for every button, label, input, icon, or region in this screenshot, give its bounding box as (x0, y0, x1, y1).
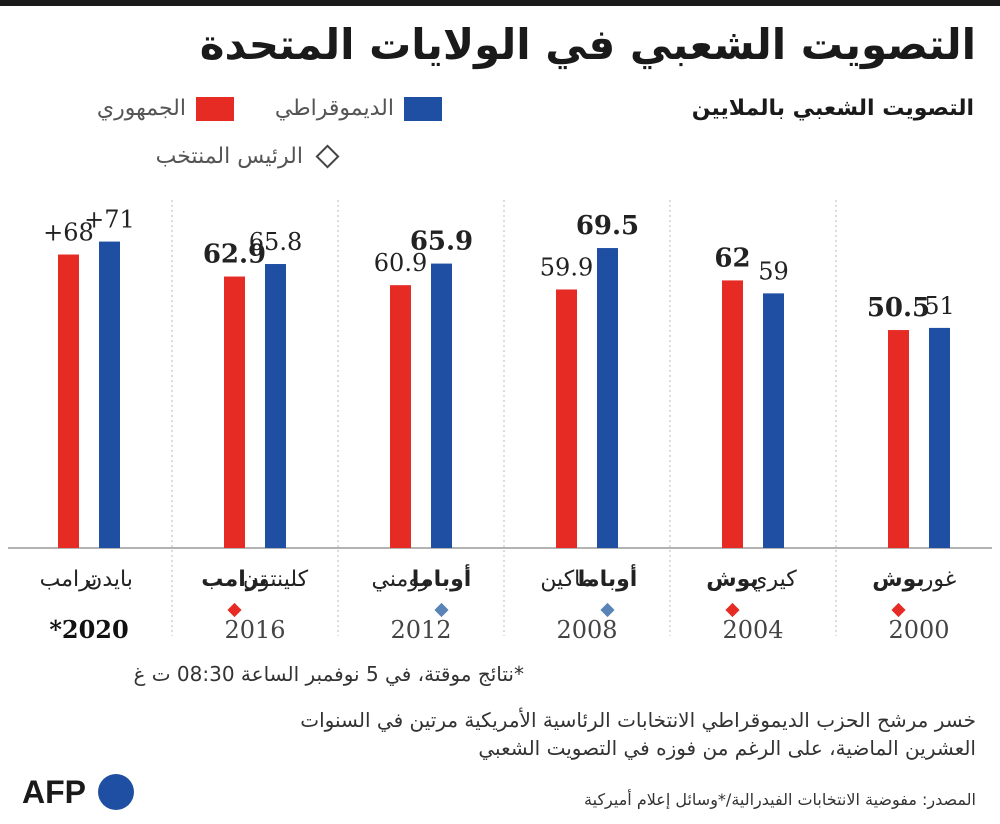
candidate-label-republican-3: رومني (371, 567, 429, 592)
bar-republican-0 (888, 330, 909, 548)
legend-winner-label: الرئيس المنتخب (155, 144, 303, 169)
candidate-label-republican-0: بوش (872, 567, 924, 592)
year-label-3: 2012 (390, 616, 451, 644)
year-label-5: 2020* (49, 615, 128, 644)
value-label-democrat-1: 59 (758, 257, 789, 285)
bar-republican-1 (722, 280, 743, 548)
value-label-democrat-0: 51 (924, 292, 955, 320)
winner-diamond-icon-2 (600, 602, 615, 618)
value-label-republican-1: 62 (714, 243, 750, 273)
bar-republican-2 (556, 289, 577, 548)
value-label-republican-0: 50.5 (867, 293, 930, 323)
candidate-label-republican-1: بوش (706, 567, 758, 592)
legend-item-democrat: الديموقراطي (275, 96, 442, 121)
diamond-icon (315, 144, 340, 169)
value-label-democrat-4: 65.8 (249, 228, 302, 256)
value-label-democrat-3: 65.9 (410, 227, 473, 257)
chart-subtitle: التصويت الشعبي بالملايين (691, 96, 974, 121)
bar-democrat-2 (597, 248, 618, 549)
value-label-republican-4: 62.9 (203, 240, 266, 270)
republican-swatch (196, 96, 234, 121)
value-label-republican-5: 68+ (43, 219, 94, 247)
year-label-1: 2004 (722, 616, 783, 644)
value-label-republican-2: 59.9 (540, 253, 593, 281)
bar-democrat-1 (763, 293, 784, 548)
afp-logo-text: AFP (22, 774, 86, 810)
bar-democrat-4 (265, 264, 286, 548)
bar-republican-3 (390, 285, 411, 548)
bar-democrat-0 (929, 327, 950, 548)
candidate-label-democrat-3: أوباما (412, 563, 472, 592)
winner-diamond-icon-1 (725, 602, 740, 618)
candidate-label-republican-5: ترامب (40, 567, 98, 592)
value-label-republican-3: 60.9 (374, 249, 427, 277)
explanatory-note: خسر مرشح الحزب الديموقراطي الانتخابات ال… (300, 708, 976, 760)
value-label-democrat-2: 69.5 (576, 211, 639, 241)
bar-republican-5 (58, 254, 79, 548)
year-label-0: 2000 (888, 616, 949, 644)
legend-republican-label: الجمهوري (96, 96, 186, 121)
afp-logo-circle (98, 774, 134, 810)
winner-diamond-icon-4 (227, 602, 242, 618)
source-line: المصدر: مفوضية الانتخابات الفيدرالية/*وس… (584, 790, 976, 809)
candidate-label-democrat-2: أوباما (578, 563, 638, 592)
legend-democrat-label: الديموقراطي (274, 96, 394, 121)
bar-republican-4 (224, 276, 245, 548)
year-label-4: 2016 (224, 616, 285, 644)
bar-democrat-3 (431, 263, 452, 548)
afp-logo: AFP (22, 774, 134, 810)
candidate-label-republican-2: ماكين (540, 567, 592, 592)
candidate-label-democrat-5: بايدن (86, 567, 133, 592)
legend-item-republican: الجمهوري (97, 96, 234, 121)
year-label-2: 2008 (556, 616, 617, 644)
legend-item-winner: الرئيس المنتخب (156, 144, 342, 169)
candidate-label-republican-4: ترامب (201, 567, 267, 592)
winner-diamond-icon-3 (434, 602, 449, 618)
winner-diamond-icon-0 (891, 602, 906, 618)
democrat-swatch (404, 96, 442, 121)
candidate-label-democrat-4: كلينتون (243, 567, 309, 592)
top-rule (0, 0, 1000, 6)
footnote: *نتائج موقتة، في 5 نوفمبر الساعة 08:30 ت… (133, 662, 524, 686)
chart-title: التصويت الشعبي في الولايات المتحدة (199, 20, 976, 69)
bar-democrat-5 (99, 241, 120, 548)
candidate-label-democrat-1: كيري (750, 567, 797, 592)
candidate-label-democrat-0: غور (922, 567, 957, 592)
value-label-democrat-5: 71+ (84, 206, 135, 234)
